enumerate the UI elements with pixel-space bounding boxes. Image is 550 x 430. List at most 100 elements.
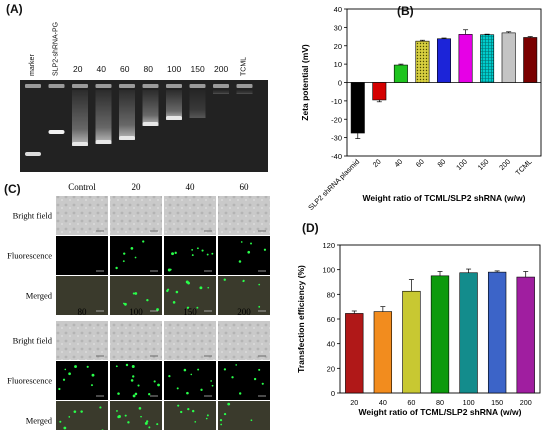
bar [430, 275, 450, 394]
gel-band [166, 116, 182, 120]
fluorescent-cell [196, 247, 199, 250]
y-tick-label: 100 [322, 266, 335, 275]
fluorescent-cell [91, 373, 95, 377]
x-axis-label: Weight ratio of TCML/SLP2 shRNA (w/w) [359, 407, 522, 417]
fluorescent-cell [132, 292, 135, 295]
fluorescent-cell [80, 410, 83, 413]
fluorescent-cell [191, 248, 194, 251]
fluorescent-cell [211, 384, 214, 387]
bar [350, 82, 365, 134]
fluorescent-cell [157, 383, 160, 387]
fluorescent-cell [99, 406, 102, 409]
fluorescent-cell [223, 412, 227, 416]
fluorescent-cell [148, 393, 151, 396]
panel-label-a: (A) [6, 2, 23, 16]
fluorescent-cell [191, 254, 194, 257]
bar [393, 64, 408, 83]
fluorescent-cell [138, 407, 142, 410]
gel-lane-label: TCML [241, 57, 248, 76]
gel-lane-label: 60 [120, 64, 130, 74]
gel-smear [142, 90, 159, 126]
micro-column-header: 150 [183, 307, 197, 317]
micro-row-label: Bright field [13, 336, 53, 346]
x-tick-label: 60 [414, 157, 426, 169]
bar [480, 34, 495, 83]
fluorescent-cell [200, 388, 203, 391]
x-tick-label: 40 [379, 398, 387, 407]
bright-field-image [164, 196, 216, 235]
bar [459, 272, 478, 394]
fluorescent-cell [146, 298, 149, 302]
fluorescent-cell [196, 306, 199, 309]
fluorescent-cell [132, 394, 136, 398]
micro-column-header: 80 [78, 307, 88, 317]
fluorescent-cell [137, 384, 140, 387]
fluorescent-cell [168, 375, 171, 378]
fluorescent-cell [183, 368, 187, 372]
fluorescent-cell [166, 289, 169, 293]
fluorescent-cell [153, 380, 156, 383]
fluorescent-cell [191, 409, 195, 413]
fluorescent-cell [68, 372, 71, 376]
fluorescent-cell [199, 286, 203, 290]
gel-well [213, 84, 229, 88]
fluorescent-cell [194, 420, 197, 423]
bright-field-image [110, 196, 162, 235]
gel-electrophoresis-image: marker SLP2-shRNA-PGLV3 20 40 60 80 100 150 200 T… [20, 22, 268, 172]
gel-smear [95, 90, 112, 144]
fluorescence-image [110, 236, 162, 275]
x-tick-label: 100 [463, 398, 475, 407]
y-tick-label: 60 [327, 315, 335, 324]
bar [345, 313, 364, 394]
gel-lane-label: 20 [73, 64, 83, 74]
fluorescent-cell [134, 256, 137, 259]
fluorescent-cell [175, 290, 179, 294]
fluorescent-cell [144, 421, 148, 425]
fluorescent-cell [156, 423, 159, 426]
fluorescent-cell [142, 240, 145, 243]
merged-image [218, 276, 270, 315]
fluorescent-cell [206, 253, 209, 256]
merged-image [218, 401, 270, 430]
merged-image [110, 401, 162, 430]
fluorescence-image [164, 236, 216, 275]
bar [437, 38, 451, 83]
gel-well [95, 84, 112, 88]
fluorescent-cell [247, 250, 251, 254]
y-tick-label: -40 [331, 152, 342, 161]
fluorescent-cell [122, 260, 125, 263]
panel-label-c: (C) [4, 182, 21, 196]
fluorescent-cell [258, 368, 261, 371]
fluorescence-image [56, 236, 108, 275]
x-tick-label: 20 [371, 157, 383, 169]
y-tick-label: 0 [331, 389, 335, 398]
panel-label-d: (D) [302, 221, 319, 235]
gel-smear [236, 90, 253, 94]
fluorescent-cell [223, 278, 226, 281]
fluorescent-cell [186, 306, 190, 309]
fluorescent-cell [116, 410, 118, 412]
fluorescent-cell [132, 375, 135, 378]
fluorescent-cell [187, 281, 190, 285]
gel-lane-label: SLP2-shRNA-PGLV3 [53, 22, 60, 76]
fluorescent-cell [250, 419, 253, 422]
gel-lane-label: 100 [167, 64, 181, 74]
y-axis-label: Zeta potential (mV) [300, 44, 310, 121]
fluorescent-cell [242, 280, 245, 283]
fluorescent-cell [250, 242, 252, 245]
y-tick-label: 0 [338, 79, 342, 88]
fluorescent-cell [258, 305, 261, 308]
fluorescent-cell [190, 373, 193, 376]
fluorescent-cell [205, 417, 208, 420]
fluorescent-cell [134, 292, 138, 295]
fluorescence-image [218, 361, 270, 400]
gel-well [72, 84, 88, 88]
fluorescent-cell [186, 391, 189, 395]
panel-label-b: (B) [397, 4, 414, 18]
micro-row-label: Fluorescence [7, 376, 52, 386]
fluorescent-cell [206, 414, 209, 417]
fluorescent-cell [263, 248, 267, 251]
y-tick-label: 20 [327, 364, 335, 373]
fluorescent-cell [253, 377, 257, 381]
fluorescent-cell [211, 252, 214, 255]
